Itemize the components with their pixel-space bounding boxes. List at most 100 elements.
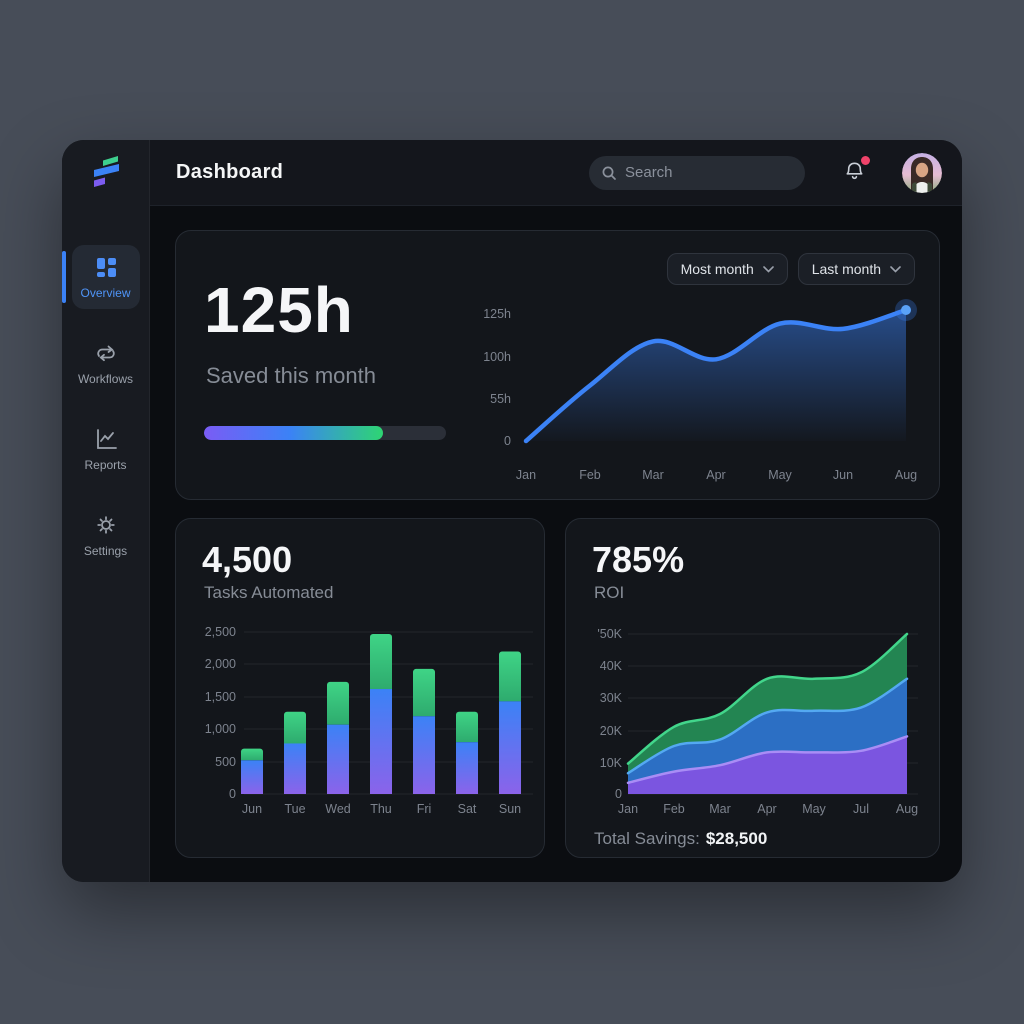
bar-segment-lower (499, 701, 521, 794)
sidebar-item-label: Overview (80, 286, 131, 300)
x-tick-label: Sun (499, 802, 521, 816)
dropdown-label: Most month (680, 261, 754, 277)
x-tick-label: Thu (370, 802, 392, 816)
notification-badge (861, 155, 870, 165)
active-indicator (62, 251, 66, 303)
card-tasks-automated: 4,500 Tasks Automated 2,500 2,000 1,500 1,0… (175, 518, 545, 858)
y-tick-label: 20K (600, 724, 623, 738)
chart-line-icon (96, 429, 117, 449)
app-logo-icon (93, 156, 119, 187)
x-tick-label: Wed (325, 802, 351, 816)
search-input[interactable] (625, 164, 775, 181)
y-tick-label: 30K (600, 691, 623, 705)
x-tick-label: Aug (895, 468, 917, 482)
progress-bar-fill (204, 426, 384, 440)
y-tick-label: 0 (615, 787, 622, 801)
sidebar-item-overview[interactable]: Overview (62, 245, 140, 309)
search-box[interactable] (589, 155, 805, 190)
avatar[interactable] (902, 152, 942, 193)
notifications-button[interactable] (843, 155, 870, 187)
bar-segment-lower (284, 743, 306, 794)
sidebar-item-label: Settings (83, 544, 128, 558)
y-tick-label: 10K (600, 756, 623, 770)
x-tick-label: Sat (458, 802, 477, 816)
header: Dashboard (150, 140, 962, 206)
y-tick-label: 500 (215, 755, 236, 769)
area-series-purple (628, 736, 907, 794)
x-tick-label: May (768, 468, 792, 482)
roi-label: ROI (594, 583, 625, 602)
filter-dropdown-most-month[interactable]: Most month (666, 253, 788, 285)
avatar-image (902, 152, 942, 193)
sidebar-item-workflows[interactable]: Workflows (72, 331, 140, 395)
page-title: Dashboard (176, 161, 284, 183)
bar-segment-upper (241, 748, 263, 761)
area-edge-blue (626, 677, 909, 775)
x-tick-label: Jun (833, 468, 853, 482)
x-tick-label: Feb (663, 802, 685, 816)
x-tick-label: Apr (706, 468, 725, 482)
progress-bar (204, 426, 446, 440)
hours-saved-label: Saved this month (206, 363, 376, 388)
filter-dropdown-last-month[interactable]: Last month (797, 253, 915, 285)
bar-segment-lower (370, 689, 392, 794)
bar-segment-lower (456, 742, 478, 794)
x-tick-label: Mar (642, 468, 664, 482)
sidebar-item-settings[interactable]: Settings (72, 503, 140, 567)
y-tick-label: 2,000 (205, 657, 236, 671)
y-tick-label: 1,000 (205, 722, 236, 736)
y-tick-label: 55h (490, 392, 511, 406)
y-tick-label: 40K (600, 659, 623, 673)
x-tick-label: Jun (242, 802, 262, 816)
y-tick-label: 0 (504, 434, 511, 448)
x-tick-label: Aug (896, 802, 918, 816)
x-tick-label: Mar (709, 802, 731, 816)
area-edge-purple (626, 735, 909, 785)
line-series (523, 307, 909, 444)
hours-saved-value: 125h (204, 274, 354, 346)
grid-icon (96, 258, 116, 277)
sidebar-item-label: Workflows (77, 372, 134, 386)
dropdown-label: Last month (811, 261, 881, 277)
total-savings: Total Savings: $28,500 (594, 829, 767, 849)
x-tick-label: Tue (284, 802, 305, 816)
bar-segment-upper (413, 668, 435, 717)
x-tick-label: Jul (853, 802, 869, 816)
chevron-down-icon (890, 265, 901, 273)
bar-segment-lower (241, 760, 263, 794)
area-edge-green (626, 632, 909, 765)
y-tick-label: 100h (483, 350, 511, 364)
sidebar-item-label: Reports (84, 458, 127, 472)
x-tick-label: Fri (417, 802, 432, 816)
bar-segment-upper (456, 711, 478, 743)
bar-segment-upper (370, 633, 392, 690)
x-tick-label: Jan (618, 802, 638, 816)
x-tick-label: Feb (579, 468, 601, 482)
chevron-down-icon (762, 265, 774, 273)
y-tick-label: 2,500 (205, 625, 236, 639)
tasks-value: 4,500 (202, 539, 293, 580)
y-tick-label: '50K (597, 627, 622, 641)
sidebar-item-reports[interactable]: Reports (72, 417, 140, 481)
x-tick-label: Jan (516, 468, 536, 482)
y-tick-label: 1,500 (205, 690, 236, 704)
endpoint-dot (901, 305, 911, 315)
gear-icon (96, 516, 115, 534)
bar-segment-upper (327, 681, 349, 725)
bar-segment-lower (413, 716, 435, 794)
line-area-fill (526, 310, 906, 441)
app-window: Overview Workflows Reports Settings (62, 140, 962, 882)
x-tick-label: May (802, 802, 826, 816)
filter-bar: Most month Last month (666, 253, 915, 285)
x-tick-label: Apr (757, 802, 776, 816)
y-tick-label: 0 (229, 787, 236, 801)
bar-segment-upper (284, 711, 306, 744)
hours-saved-chart: 125h 100h 55h 0 Jan Feb Mar Apr May Jun Aug (483, 299, 917, 482)
main-content: Most month Last month 125h Saved this mo… (150, 206, 962, 882)
sync-icon (96, 345, 115, 362)
sidebar: Overview Workflows Reports Settings (62, 140, 150, 882)
bar-segment-upper (499, 651, 521, 702)
bar-segment-lower (327, 724, 349, 794)
card-roi: 785% ROI '50K 40K 30K 20K 10K 0 Jan Feb Mar Apr Ma… (565, 518, 940, 858)
